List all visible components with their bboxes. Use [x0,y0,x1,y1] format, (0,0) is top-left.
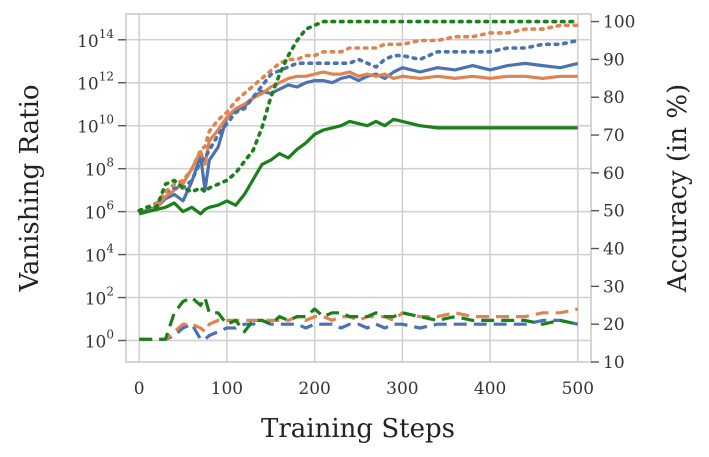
accuracy-line-5 [137,19,580,213]
right-tick-label: 100 [603,13,635,33]
right-tick-label: 60 [603,164,625,184]
x-tick-label: 200 [298,379,330,399]
vanishing-ratio-line-0 [138,61,579,216]
x-tick-label: 500 [562,379,594,399]
x-tick-label: 300 [386,379,418,399]
vanishing-ratio-line-1 [138,70,578,216]
right-tick-label: 80 [603,88,625,108]
right-tick-label: 70 [603,126,625,146]
plot-frame [125,13,592,363]
right-tick-label: 10 [603,353,625,373]
left-tick-label: 100 [85,328,114,353]
accuracy-line-8 [139,296,579,341]
grid [126,14,591,362]
right-tick-label: 90 [603,50,625,70]
left-tick-label: 1014 [77,27,114,52]
right-y-axis-label: Accuracy (in %) [663,84,693,293]
right-tick-label: 20 [603,315,625,335]
accuracy-line-6 [139,318,579,341]
left-tick-label: 102 [85,285,114,310]
right-tick-label: 30 [603,277,625,297]
accuracy-line-4 [137,23,580,213]
left-tick-label: 108 [85,156,114,181]
series-group [137,19,580,341]
right-tick-label: 40 [603,240,625,260]
left-y-axis-label: Vanishing Ratio [15,84,45,292]
x-tick-label: 0 [134,379,145,399]
left-tick-label: 104 [85,242,115,267]
vanishing-ratio-line-2 [138,117,578,216]
left-tick-label: 1012 [77,70,114,95]
left-tick-label: 1010 [77,113,114,138]
x-axis-label: Training Steps [261,414,455,444]
x-tick-label: 100 [211,379,243,399]
tick-labels: 0 100 200 300 400 500 100 102 104 106 108 1010 1012 1… [77,13,635,399]
right-tick-label: 50 [603,202,625,222]
accuracy-line-3 [137,38,580,213]
x-tick-label: 400 [474,379,506,399]
left-tick-label: 106 [85,199,114,224]
accuracy-line-7 [139,307,579,341]
